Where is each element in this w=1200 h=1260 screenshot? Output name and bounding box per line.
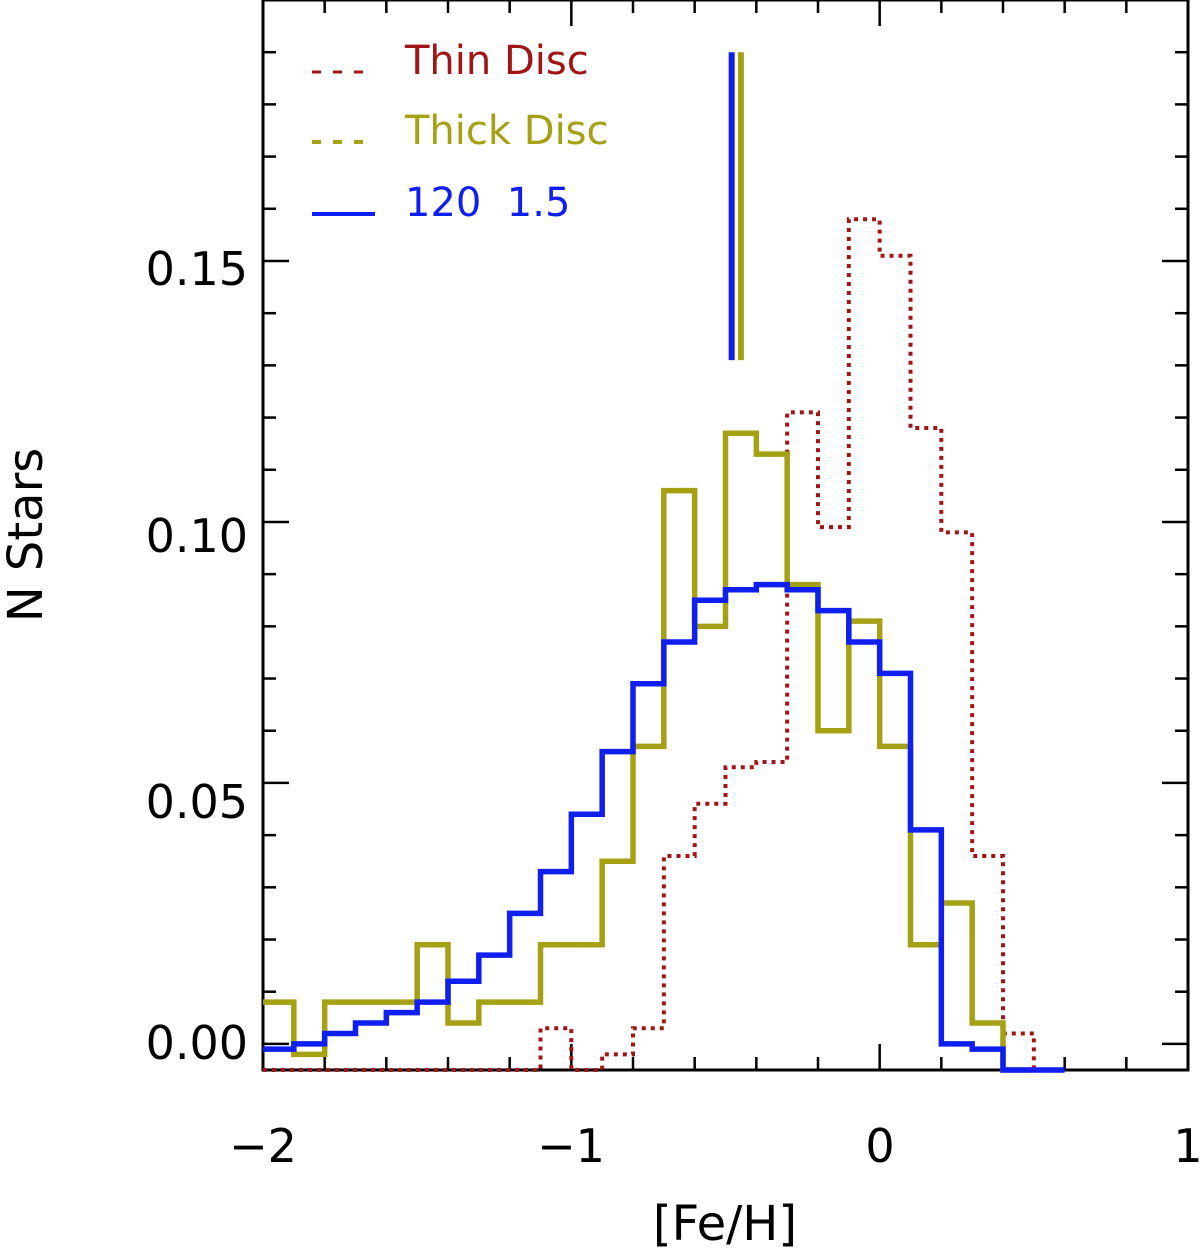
plot-frame	[261, 0, 1190, 1072]
y-tick-label: 0.10	[146, 509, 248, 563]
y-tick-label: 0.15	[146, 242, 248, 296]
x-tick-label: −1	[537, 1119, 605, 1173]
y-tick-label: 0.05	[146, 775, 248, 829]
legend-label-thick-disc: Thick Disc	[404, 108, 609, 154]
y-tick-label: 0.00	[146, 1016, 248, 1070]
mean-markers	[728, 52, 744, 361]
y-axis-title: N Stars	[0, 448, 54, 623]
legend: Thin Disc Thick Disc 120 1.5	[312, 38, 609, 226]
legend-label-model: 120 1.5	[405, 180, 570, 226]
series-line-thin-disc	[263, 217, 1065, 1072]
x-tick-label: 1	[1173, 1119, 1200, 1173]
series-layer	[263, 217, 1065, 1073]
series-line-120-1-5	[263, 581, 1065, 1073]
x-tick-label: 0	[865, 1119, 894, 1173]
series-line-thick-disc	[263, 430, 1034, 1073]
x-tick-label: −2	[229, 1119, 297, 1173]
legend-label-thin-disc: Thin Disc	[404, 38, 589, 84]
x-axis-title: [Fe/H]	[653, 1196, 797, 1252]
